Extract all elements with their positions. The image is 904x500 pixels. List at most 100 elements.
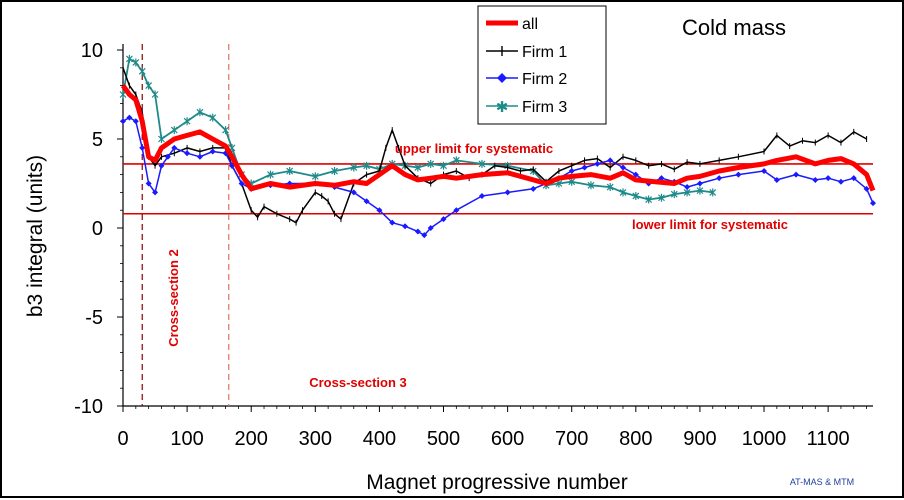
series-firm2-point bbox=[402, 223, 409, 230]
series-firm3-point bbox=[363, 161, 371, 170]
series-group bbox=[119, 54, 876, 239]
series-firm3-point bbox=[619, 188, 627, 197]
x-tick-label: 100 bbox=[170, 428, 203, 450]
series-firm2-point bbox=[825, 175, 832, 182]
series-firm2-point bbox=[376, 207, 383, 214]
legend-label-all: all bbox=[522, 16, 538, 33]
series-firm3-point bbox=[170, 126, 178, 135]
upper-limit-label: upper limit for systematic bbox=[395, 141, 553, 156]
series-firm3-point bbox=[125, 54, 133, 63]
series-firm2-point bbox=[504, 189, 511, 196]
series-firm3-point bbox=[709, 188, 717, 197]
x-tick-label: 300 bbox=[299, 428, 332, 450]
series-firm2-point bbox=[850, 175, 857, 182]
series-firm2-point bbox=[126, 114, 133, 121]
series-firm2-point bbox=[761, 168, 768, 175]
x-tick-label: 500 bbox=[427, 428, 460, 450]
series-firm2-point bbox=[238, 180, 245, 187]
legend-label-firm3: Firm 3 bbox=[522, 99, 567, 116]
legend-label-firm1: Firm 1 bbox=[522, 44, 567, 61]
series-firm2-point bbox=[837, 178, 844, 185]
y-tick-label: -10 bbox=[74, 396, 103, 418]
series-firm3-point bbox=[658, 193, 665, 202]
series-firm3-point bbox=[587, 181, 595, 190]
cross-section-3-label: Cross-section 3 bbox=[309, 375, 407, 390]
series-firm2-point bbox=[696, 180, 703, 187]
series-firm3-point bbox=[286, 167, 294, 176]
series-firm2-point bbox=[478, 192, 485, 199]
series-firm2-point bbox=[773, 176, 780, 183]
series-firm3-point bbox=[440, 161, 447, 170]
y-tick-label: 5 bbox=[92, 129, 103, 151]
series-firm3-point bbox=[132, 58, 140, 67]
legend-marker-firm3: ✱ bbox=[496, 98, 509, 116]
x-axis-label: Magnet progressive number bbox=[366, 471, 627, 494]
series-firm2-point bbox=[421, 232, 428, 239]
series-firm2-point bbox=[607, 157, 614, 164]
series-firm2-point bbox=[581, 164, 588, 171]
series-firm2-point bbox=[453, 207, 460, 214]
series-firm2-point bbox=[863, 185, 870, 192]
series-firm2-point bbox=[152, 189, 159, 196]
series-firm3-point bbox=[632, 191, 640, 200]
series-firm3-point bbox=[151, 90, 159, 99]
series-firm2-point bbox=[812, 176, 819, 183]
series-firm2-point bbox=[735, 171, 742, 178]
series-firm2-point bbox=[684, 184, 691, 191]
series-firm2-point bbox=[363, 198, 370, 205]
series-firm3-point bbox=[209, 113, 217, 122]
series-firm2-point bbox=[145, 180, 152, 187]
series-firm2-point bbox=[530, 185, 537, 192]
series-firm2-point bbox=[209, 148, 216, 155]
series-firm3-point bbox=[427, 159, 435, 168]
series-firm3-point bbox=[696, 186, 704, 195]
x-tick-label: 0 bbox=[117, 428, 128, 450]
series-firm3-point bbox=[183, 117, 191, 126]
x-tick-label: 1100 bbox=[807, 428, 850, 450]
series-firm2-point bbox=[132, 118, 139, 125]
series-firm2-point bbox=[158, 162, 165, 169]
x-tick-label: 200 bbox=[235, 428, 268, 450]
series-firm2-point bbox=[427, 225, 434, 231]
series-firm2-point bbox=[414, 228, 421, 235]
x-tick-label: 800 bbox=[619, 428, 652, 450]
series-firm2-point bbox=[196, 153, 203, 160]
series-firm3-point bbox=[606, 183, 614, 192]
series-firm3-point bbox=[222, 126, 229, 135]
lower-limit-label: lower limit for systematic bbox=[632, 217, 788, 232]
credit-text: AT-MAS & MTM bbox=[790, 477, 854, 487]
chart-title: Cold mass bbox=[682, 15, 786, 40]
x-tick-label: 700 bbox=[555, 428, 588, 450]
series-firm2-point bbox=[184, 150, 191, 157]
series-firm2-point bbox=[120, 118, 126, 125]
series-all-line bbox=[120, 84, 876, 192]
series-firm3-point bbox=[645, 195, 653, 204]
legend: all Firm 1 Firm 2 ✱ Firm 3 bbox=[477, 5, 607, 125]
legend-marker-firm2 bbox=[497, 73, 507, 83]
series-firm3-point bbox=[331, 167, 338, 176]
series-firm3-point bbox=[138, 67, 146, 76]
series-firm3-point bbox=[414, 163, 422, 172]
y-tick-label: -5 bbox=[85, 307, 103, 329]
series-firm2-point bbox=[716, 175, 723, 182]
series-firm2-point bbox=[632, 171, 639, 178]
x-tick-label: 1000 bbox=[742, 428, 787, 450]
y-tick-label: 0 bbox=[92, 218, 103, 240]
series-firm3-point bbox=[311, 172, 319, 181]
series-firm3-point bbox=[145, 81, 153, 90]
series-firm2-point bbox=[870, 200, 876, 207]
x-tick-label: 900 bbox=[683, 428, 716, 450]
series-firm3-point bbox=[158, 135, 165, 143]
series-firm2-point bbox=[389, 219, 396, 226]
series-firm2-point bbox=[568, 168, 575, 175]
x-tick-label: 400 bbox=[363, 428, 396, 450]
series-firm3-point bbox=[452, 156, 460, 165]
series-firm2-point bbox=[594, 160, 601, 167]
series-firm3-point bbox=[267, 170, 274, 179]
series-firm3-point bbox=[568, 177, 576, 186]
x-tick-label: 600 bbox=[491, 428, 524, 450]
series-firm3-point bbox=[350, 163, 358, 172]
series-firm2-point bbox=[440, 216, 447, 223]
